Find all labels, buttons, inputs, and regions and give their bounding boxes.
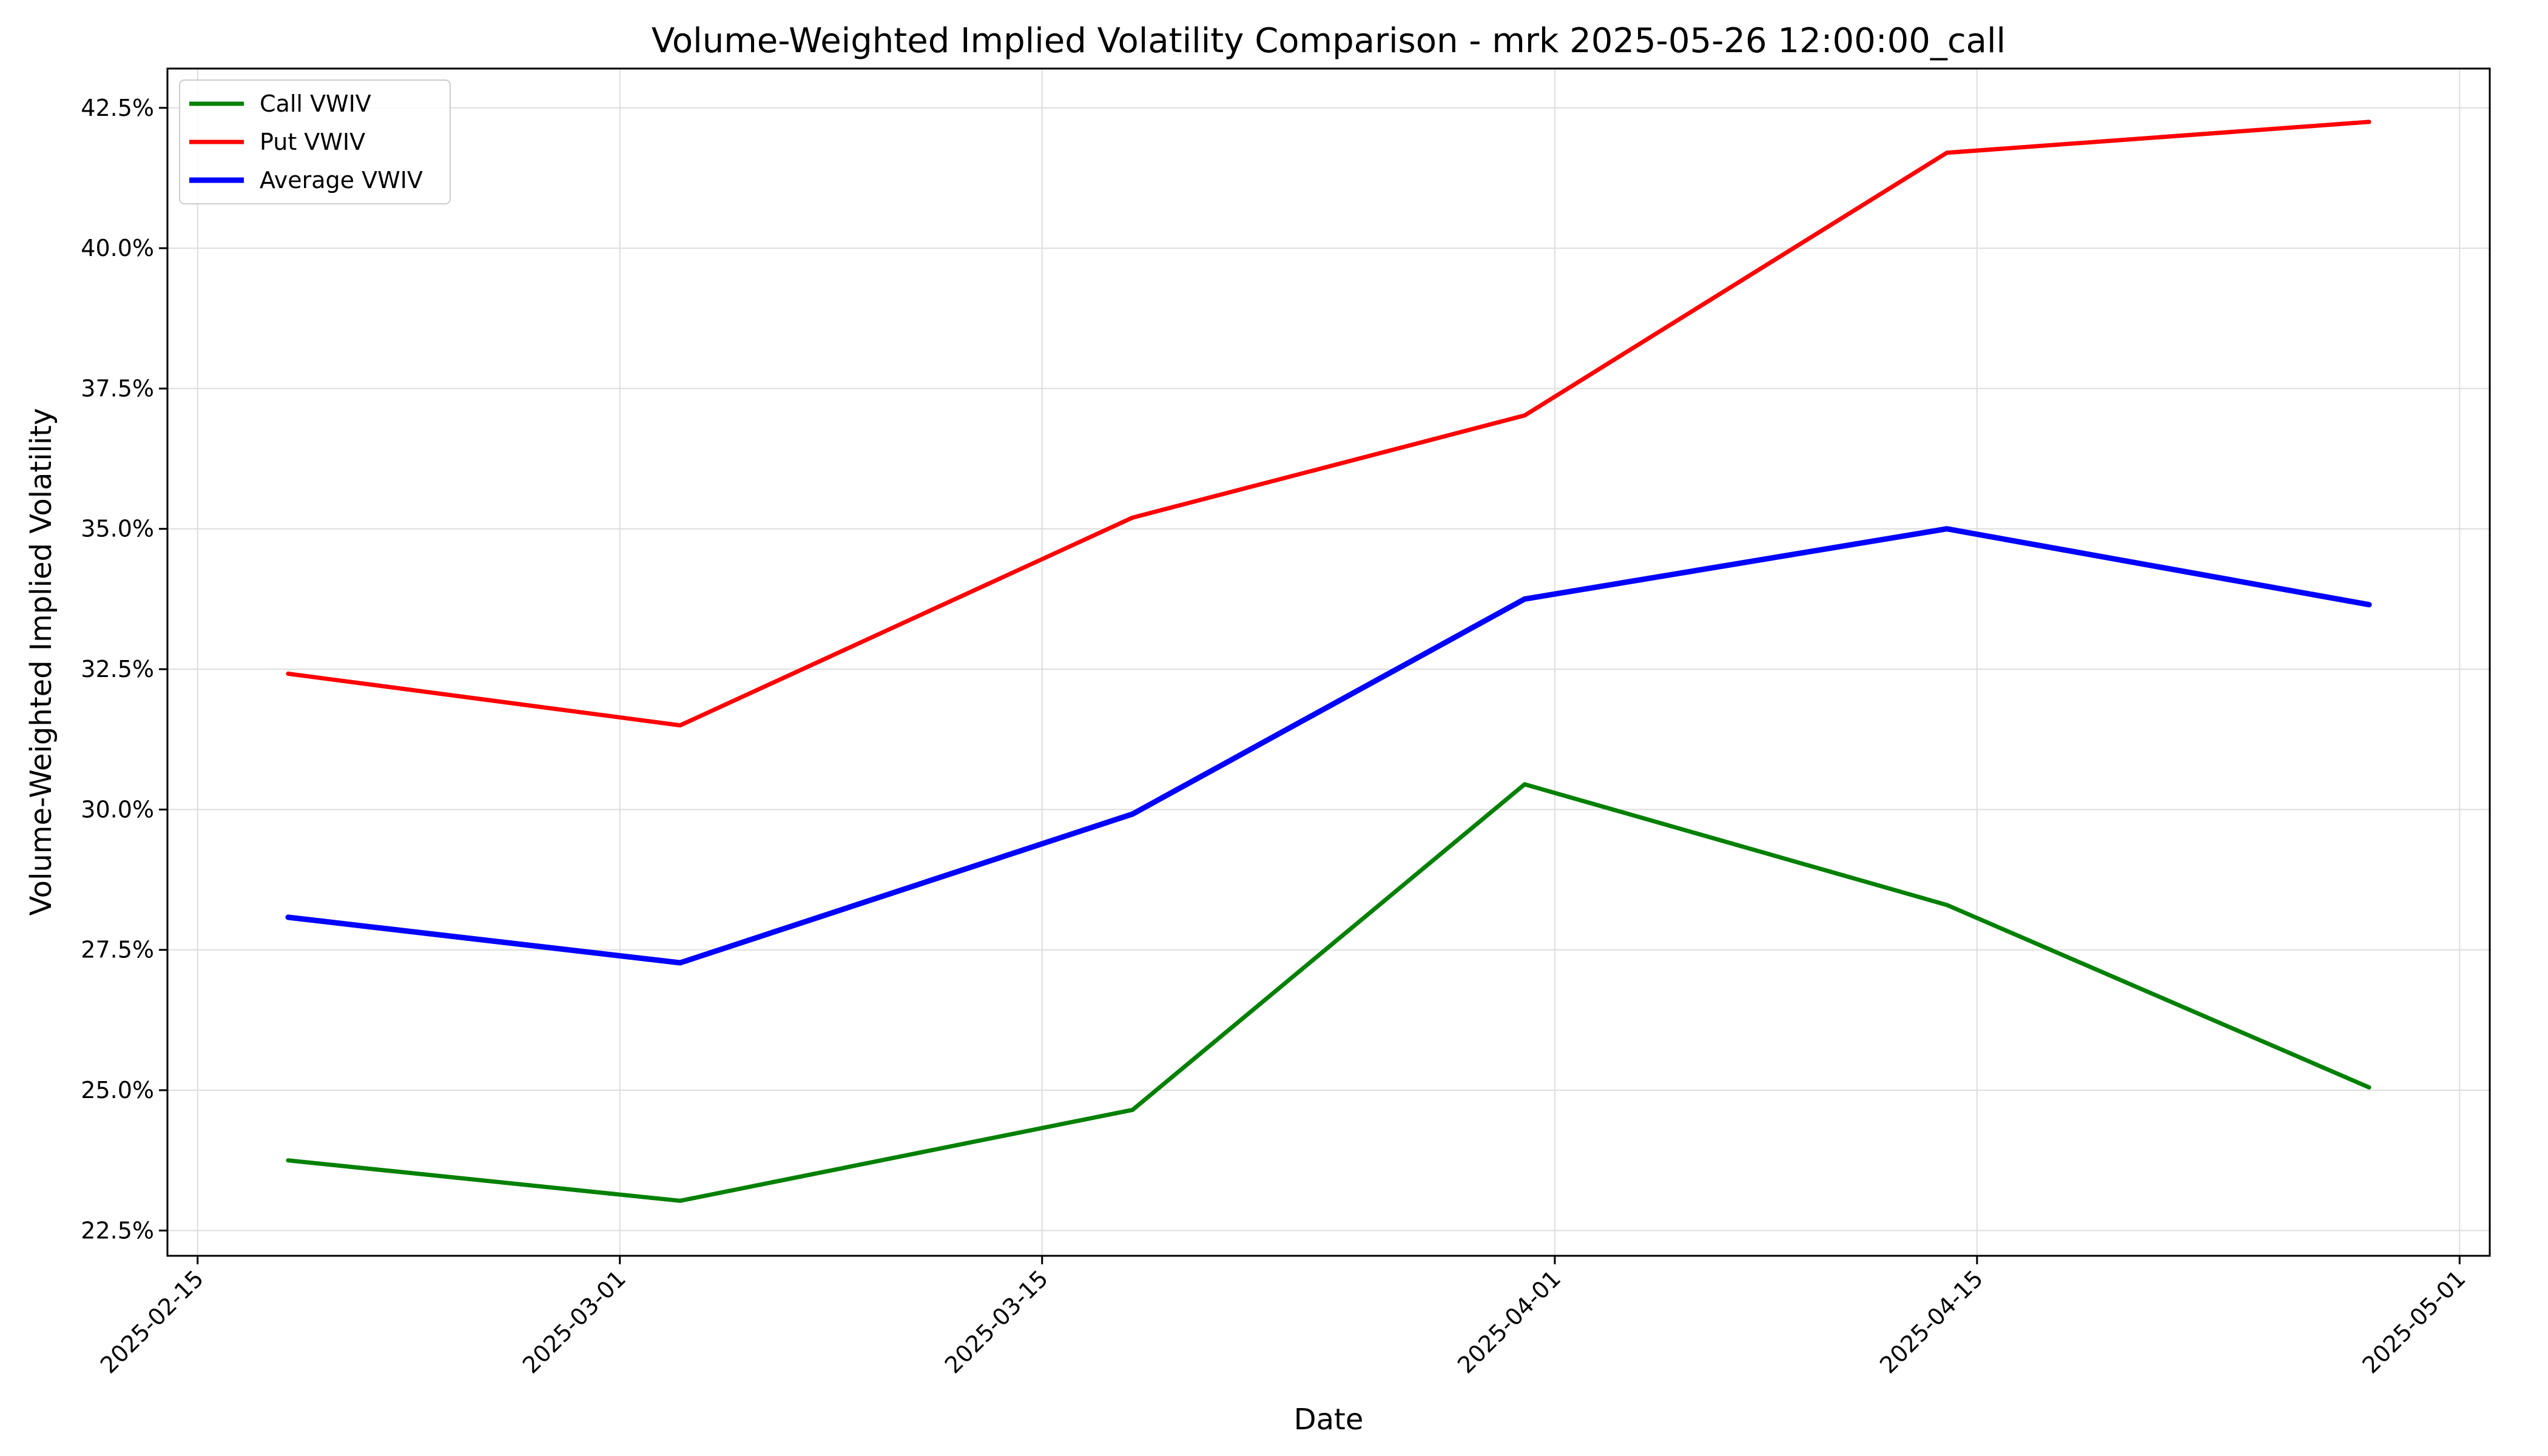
x-tick-label: 2025-04-15 [1875, 1265, 1988, 1378]
y-tick-label: 30.0% [81, 796, 154, 823]
series-line-average-vwiv [285, 526, 2372, 966]
grid-lines [167, 69, 2490, 1256]
y-tick-label: 22.5% [81, 1217, 154, 1244]
chart-title: Volume-Weighted Implied Volatility Compa… [652, 21, 2006, 61]
y-tick-label: 42.5% [81, 95, 154, 121]
y-axis-ticks: 22.5% 25.0% 27.5% 30.0% 32.5% 35.0% 37.5% 40.0%… [81, 95, 167, 1244]
legend-box [179, 79, 451, 204]
series-line-call-vwiv [286, 782, 2371, 1203]
y-axis-label: Volume-Weighted Implied Volatility [24, 408, 58, 916]
legend-label: Put VWIV [260, 129, 365, 155]
y-tick-label: 25.0% [81, 1077, 154, 1104]
x-tick-label: 2025-03-15 [940, 1265, 1053, 1378]
series-lines [285, 120, 2372, 1203]
series-line-put-vwiv [286, 120, 2371, 728]
legend-label: Call VWIV [260, 90, 371, 117]
y-tick-label: 40.0% [81, 235, 154, 261]
x-tick-label: 2025-04-01 [1452, 1265, 1566, 1378]
y-tick-label: 32.5% [81, 656, 154, 682]
legend-label: Average VWIV [260, 167, 423, 194]
x-axis-label: Date [1294, 1403, 1364, 1437]
y-tick-label: 27.5% [81, 937, 154, 963]
y-tick-label: 37.5% [81, 375, 154, 402]
plot-frame [166, 67, 2491, 1257]
x-tick-label: 2025-03-01 [517, 1265, 631, 1378]
x-axis-ticks: 2025-02-15 2025-03-01 2025-03-15 2025-04-01… [95, 1256, 2471, 1379]
x-tick-label: 2025-05-01 [2357, 1265, 2470, 1378]
y-tick-label: 35.0% [81, 516, 154, 542]
legend: Call VWIV Put VWIV Average VWIV [179, 79, 451, 204]
x-tick-label: 2025-02-15 [95, 1265, 209, 1378]
